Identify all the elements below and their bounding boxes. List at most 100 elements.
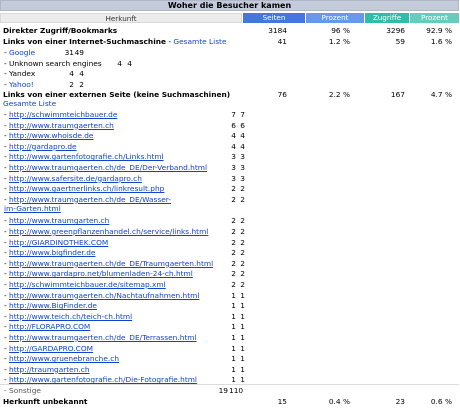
referrer-site-link[interactable]: http://schwimmteichbauer.de/sitemap.xml: [9, 279, 166, 289]
referrer-site-entry: - http://www.safersite.de/gardapro.ch: [4, 173, 142, 183]
referrer-site-link[interactable]: http://www.gaertnerlinks.ch/linkresult.p…: [9, 184, 165, 194]
direct-access-label: Direkter Zugriff/Bookmarks: [3, 26, 118, 35]
search-pages-percent: 1.2 %: [328, 37, 350, 46]
unknown-origin-row: Herkunft unbekannt 15 0.4 % 23 0.6 %: [0, 396, 460, 407]
direct-hits: 3296: [386, 26, 405, 35]
referrer-site-link[interactable]: http://www.traumgaerten.ch/Nachtaufnahme…: [9, 290, 200, 300]
referrer-site-link[interactable]: http://www.gruenebranche.ch: [9, 354, 120, 364]
referrer-site-link[interactable]: http://www.gartenfotografie.ch/Die-Fotog…: [9, 375, 197, 385]
referrer-site-link[interactable]: http://www.traumgarten.ch: [9, 216, 110, 226]
referrer-site-link[interactable]: http://GARDAPRO.COM: [9, 343, 94, 353]
external-full-list-link[interactable]: Gesamte Liste: [3, 99, 57, 108]
referrer-site-pages: 4: [231, 131, 236, 141]
referrer-site-entry: - http://www.gartenfotografie.ch/Links.h…: [4, 152, 164, 162]
referrer-site-entry: - http://gardapro.de: [4, 141, 77, 151]
referrer-site-link[interactable]: http://www.greenpflanzenhandel.ch/servic…: [9, 226, 209, 236]
referrer-site-entry: - http://GIARDINOTHEK.COM: [4, 237, 109, 247]
direct-hits-percent: 92.9 %: [426, 26, 452, 35]
search-engine-item: - Unknown search engines 4 4: [0, 58, 460, 69]
search-engine-label: Links von einer Internet-Suchmaschine: [3, 37, 166, 46]
referrer-site-item: - http://GARDAPRO.COM 1 1: [0, 343, 460, 354]
unknown-pages-percent: 0.4 %: [328, 397, 350, 406]
referrer-site-entry: - http://www.traumgaerten.ch/Nachtaufnah…: [4, 290, 200, 300]
referrer-site-link[interactable]: http://www.traumgaerten.ch/de_DE/Terrass…: [9, 332, 197, 342]
referrer-site-hits: 2: [240, 279, 245, 289]
referrer-site-pages: 2: [231, 216, 236, 226]
referrer-site-link[interactable]: http://www.traumgaerten.ch: [9, 120, 114, 130]
search-engine-name[interactable]: Google: [9, 48, 36, 57]
referrer-site-hits: 3: [240, 163, 245, 172]
referrer-site-entry: - http://www.greenpflanzenhandel.ch/serv…: [4, 226, 209, 236]
referrer-site-link[interactable]: http://www.teich.ch/teich-ch.html: [9, 311, 133, 321]
external-pages-percent: 2.2 %: [328, 90, 350, 99]
referrer-site-link-continued[interactable]: im-Garten.html: [4, 203, 61, 213]
referrer-site-entry: - http://FLORAPRO.COM: [4, 322, 91, 332]
referrer-site-link[interactable]: http://www.whoisde.de: [9, 131, 94, 141]
referrer-site-hits: 4: [240, 141, 245, 151]
referrer-site-item: - http://gardapro.de 4 4: [0, 141, 460, 152]
referrer-site-item: - http://www.traumgaerten.ch 6 6: [0, 120, 460, 131]
referrer-site-link[interactable]: http://www.BigFinder.de: [9, 301, 97, 311]
referrer-site-link[interactable]: http://gardapro.de: [9, 141, 77, 151]
referrer-site-pages: 1: [231, 375, 236, 385]
referrer-site-pages: 2: [231, 248, 236, 258]
referrer-site-pages: 1: [231, 311, 236, 321]
search-engine-row: Links von einer Internet-Suchmaschine - …: [3, 37, 452, 46]
referrer-site-pages: 7: [231, 110, 236, 119]
referrer-site-item: - http://www.traumgaerten.ch/de_DE/Traum…: [0, 258, 460, 269]
referrer-site-item: - http://www.bigfinder.de 2 2: [0, 247, 460, 258]
unknown-pages: 15: [277, 397, 287, 406]
referrer-site-link[interactable]: http://www.traumgaerten.ch/de_DE/Traumga…: [9, 258, 214, 268]
search-engine-hits: 49: [74, 48, 84, 57]
referrer-site-entry: - http://www.traumgaerten.ch/de_DE/Terra…: [4, 332, 197, 342]
referrer-site-link[interactable]: http://www.gardapro.net/blumenladen-24-c…: [9, 269, 193, 279]
referrer-site-item: - http://www.gartenfotografie.ch/Links.h…: [0, 151, 460, 162]
header-pages: Seiten: [243, 13, 305, 23]
direct-access-row: Direkter Zugriff/Bookmarks 3184 96 % 329…: [0, 25, 460, 36]
search-engine-item: - Yahoo! 2 2: [0, 79, 460, 90]
referrer-site-link[interactable]: http://www.bigfinder.de: [9, 248, 96, 258]
external-pages: 76: [277, 90, 287, 99]
referrer-site-pages: 2: [231, 226, 236, 236]
referrer-site-link[interactable]: http://www.safersite.de/gardapro.ch: [9, 173, 142, 183]
referrer-site-pages: 2: [231, 279, 236, 289]
referrer-site-item: - http://www.greenpflanzenhandel.ch/serv…: [0, 226, 460, 237]
referrer-site-hits: 7: [240, 110, 245, 119]
search-hits: 59: [395, 37, 405, 46]
referrer-site-entry: - http://www.traumgarten.ch: [4, 216, 110, 226]
search-full-list-link[interactable]: Gesamte Liste: [173, 37, 227, 46]
others-label: Sonstige: [9, 385, 41, 395]
referrer-site-link[interactable]: http://www.traumgaerten.ch/de_DE/Der-Ver…: [9, 163, 208, 172]
referrer-site-link[interactable]: http://schwimmteichbauer.de: [9, 110, 118, 119]
referrer-site-entry: - http://www.gruenebranche.ch: [4, 354, 120, 364]
referrer-site-pages: 4: [231, 141, 236, 151]
referrer-site-item: - http://schwimmteichbauer.de/sitemap.xm…: [0, 279, 460, 290]
referrer-site-link[interactable]: http://www.traumgaerten.ch/de_DE/Wasser-: [9, 194, 171, 204]
referrer-site-hits: 2: [240, 237, 245, 247]
referrer-site-item: - http://www.traumgaerten.ch/Nachtaufnah…: [0, 290, 460, 301]
divider: [0, 384, 459, 385]
referrer-site-hits: 1: [240, 354, 245, 364]
referrer-site-link[interactable]: http://GIARDINOTHEK.COM: [9, 237, 109, 247]
referrer-site-pages: 2: [231, 237, 236, 247]
referrer-site-link[interactable]: http://traumgarten.ch: [9, 364, 90, 374]
referrer-site-hits: 1: [240, 322, 245, 332]
search-engine-name[interactable]: Yahoo!: [9, 79, 34, 89]
search-pages: 41: [277, 37, 287, 46]
referrer-site-hits: 6: [240, 120, 245, 130]
referrer-site-entry: - http://traumgarten.ch: [4, 364, 90, 374]
referrer-site-link[interactable]: http://FLORAPRO.COM: [9, 322, 91, 332]
referrer-site-hits: 2: [240, 226, 245, 236]
referrer-site-pages: 1: [231, 322, 236, 332]
search-engine-hits: 2: [79, 79, 84, 89]
referrer-site-item: - http://www.teich.ch/teich-ch.html 1 1: [0, 311, 460, 322]
referrer-site-entry: - http://www.traumgaerten.ch/de_DE/Traum…: [4, 258, 214, 268]
search-engine-entry: - Google: [4, 48, 36, 57]
referrer-site-link[interactable]: http://www.gartenfotografie.ch/Links.htm…: [9, 152, 164, 162]
referrer-site-item: - http://www.gartenfotografie.ch/Die-Fot…: [0, 374, 460, 385]
referrer-site-item: - http://GIARDINOTHEK.COM 2 2: [0, 237, 460, 248]
referrer-site-pages: 1: [231, 364, 236, 374]
search-engine-name: Unknown search engines: [9, 58, 102, 68]
search-hits-percent: 1.6 %: [430, 37, 452, 46]
search-engine-entry: - Unknown search engines: [4, 58, 102, 68]
